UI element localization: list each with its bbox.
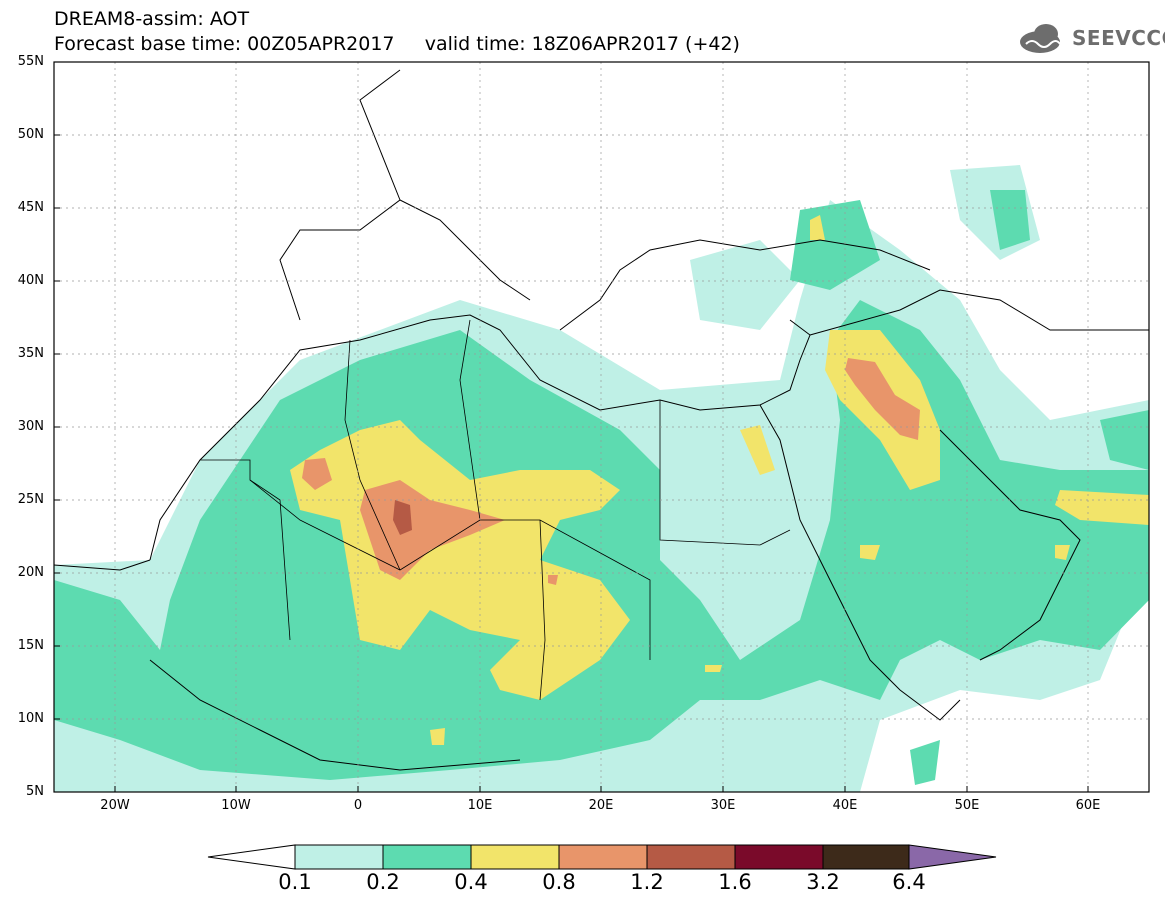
aot-contour-1-2 xyxy=(393,500,412,535)
colorbar-bin-4 xyxy=(558,844,648,870)
lon-label: 0 xyxy=(353,798,363,813)
map-title: DREAM8-assim: AOT xyxy=(54,8,250,30)
colorbar-label: 1.2 xyxy=(630,870,664,894)
forecast-time-line: Forecast base time: 00Z05APR2017 valid t… xyxy=(54,33,740,55)
lat-label: 5N xyxy=(26,784,44,799)
colorbar-bin-1 xyxy=(294,844,384,870)
country-borders xyxy=(200,319,791,701)
colorbar-label: 6.4 xyxy=(892,870,926,894)
lon-label: 10W xyxy=(221,798,251,813)
lat-label: 20N xyxy=(17,565,44,580)
lat-label: 50N xyxy=(17,127,44,142)
lon-label: 20W xyxy=(100,798,130,813)
lon-label: 10E xyxy=(467,798,493,813)
colorbar-bin-7 xyxy=(822,844,910,870)
lon-label: 60E xyxy=(1075,798,1101,813)
lon-label: 30E xyxy=(710,798,736,813)
colorbar-high-arrow xyxy=(908,844,997,870)
lon-label: 20E xyxy=(588,798,614,813)
lon-label: 40E xyxy=(832,798,858,813)
coastlines xyxy=(54,69,1149,771)
colorbar xyxy=(207,844,997,870)
colorbar-label: 0.4 xyxy=(454,870,488,894)
colorbar-bin-6 xyxy=(734,844,824,870)
colorbar-low-arrow xyxy=(207,844,296,870)
lat-label: 10N xyxy=(17,711,44,726)
colorbar-label: 0.2 xyxy=(366,870,400,894)
base-time: Forecast base time: 00Z05APR2017 xyxy=(54,33,395,55)
cloud-logo-icon xyxy=(1020,24,1061,53)
valid-time: valid time: 18Z06APR2017 (+42) xyxy=(424,33,740,55)
axis-ticks xyxy=(54,61,1089,792)
lat-label: 40N xyxy=(17,273,44,288)
colorbar-label: 0.8 xyxy=(542,870,576,894)
lat-label: 45N xyxy=(17,200,44,215)
lat-label: 15N xyxy=(17,638,44,653)
lat-label: 25N xyxy=(17,492,44,507)
colorbar-bin-3 xyxy=(470,844,560,870)
colorbar-bin-5 xyxy=(646,844,736,870)
lat-label: 55N xyxy=(17,54,44,69)
colorbar-label: 0.1 xyxy=(278,870,312,894)
lat-label: 30N xyxy=(17,419,44,434)
colorbar-bin-2 xyxy=(382,844,472,870)
colorbar-label: 1.6 xyxy=(718,870,752,894)
logo-text: SEEVCCC xyxy=(1072,26,1165,50)
colorbar-label: 3.2 xyxy=(806,870,840,894)
lon-label: 50E xyxy=(954,798,980,813)
graticule xyxy=(54,62,1149,792)
lat-label: 35N xyxy=(17,346,44,361)
